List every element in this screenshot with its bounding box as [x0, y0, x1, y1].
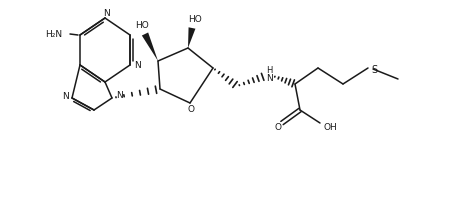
Text: N: N: [103, 8, 109, 18]
Text: N: N: [134, 61, 141, 69]
Text: OH: OH: [323, 123, 337, 131]
Text: O: O: [274, 124, 282, 132]
Polygon shape: [188, 27, 195, 48]
Text: HO: HO: [135, 21, 149, 29]
Text: N: N: [116, 90, 122, 99]
Text: O: O: [188, 104, 195, 114]
Text: N: N: [266, 74, 272, 82]
Text: HO: HO: [188, 14, 202, 23]
Text: S: S: [371, 65, 377, 75]
Text: N: N: [62, 91, 68, 101]
Polygon shape: [142, 33, 158, 61]
Text: H: H: [266, 66, 272, 75]
Text: H₂N: H₂N: [45, 29, 62, 39]
